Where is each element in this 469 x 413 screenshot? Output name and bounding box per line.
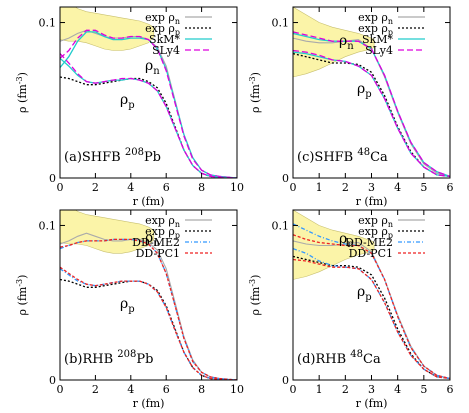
panel-label: (a)SHFB 208Pb	[64, 147, 161, 165]
rho-p-annotation: ρp	[357, 284, 372, 303]
legend-label: exp ρn	[358, 11, 393, 26]
x-tick-label: 8	[198, 383, 205, 396]
rho-p-annotation: ρp	[357, 81, 372, 100]
y-tick-label: 0.1	[39, 219, 57, 232]
x-tick-label: 0	[290, 383, 297, 396]
x-tick-label: 0	[57, 181, 64, 194]
legend-label: exp ρp	[358, 22, 393, 37]
series-line-5	[60, 268, 237, 380]
x-tick-label: 2	[342, 181, 349, 194]
legend-label: exp ρn	[145, 11, 180, 26]
plot-frame	[59, 6, 238, 179]
series-line-2	[293, 52, 450, 178]
legend-label: SkM*	[362, 33, 393, 46]
panel-label: (d)RHB 48Ca	[297, 349, 381, 367]
y-tick-label: 0	[49, 374, 56, 387]
rho-p-annotation: ρp	[120, 296, 135, 315]
series-line-3	[60, 238, 237, 380]
series-line-4	[60, 29, 237, 178]
legend-label: DD-PC1	[136, 247, 180, 260]
x-tick-label: 6	[163, 181, 170, 194]
x-tick-label: 5	[420, 181, 427, 194]
y-axis-label: ρ (fm-3)	[15, 275, 29, 316]
legend-label: DD-ME2	[132, 236, 180, 249]
legend-label: SLy4	[152, 44, 180, 57]
y-tick-label: 0.1	[272, 17, 290, 30]
y-tick-label: 0	[282, 172, 289, 185]
plot-frame	[59, 209, 238, 381]
legend-label: exp ρn	[145, 214, 180, 229]
x-tick-label: 0	[290, 181, 297, 194]
rho-n-annotation: ρn	[145, 58, 160, 77]
legend-label: exp ρp	[358, 225, 393, 240]
x-tick-label: 4	[127, 181, 134, 194]
y-tick-label: 0	[49, 172, 56, 185]
series-line-6	[60, 53, 237, 178]
legend-label: exp ρp	[145, 22, 180, 37]
uncertainty-band	[60, 7, 155, 51]
uncertainty-band	[60, 210, 155, 254]
y-axis-label: ρ (fm-3)	[248, 72, 262, 113]
y-axis-label: ρ (fm-3)	[248, 275, 262, 316]
series-line-6	[293, 258, 450, 380]
legend-label: DD-ME2	[345, 236, 393, 249]
x-tick-label: 1	[316, 181, 323, 194]
x-axis-label: r (fm)	[133, 397, 165, 410]
x-tick-label: 5	[420, 383, 427, 396]
x-tick-label: 3	[368, 181, 375, 194]
x-tick-label: 3	[368, 383, 375, 396]
rho-p-annotation: ρp	[120, 92, 135, 111]
x-tick-label: 6	[163, 383, 170, 396]
x-tick-label: 10	[230, 181, 244, 194]
rho-n-annotation: ρn	[339, 33, 354, 52]
rho-n-annotation: ρn	[145, 230, 160, 249]
x-tick-label: 0	[57, 383, 64, 396]
x-tick-label: 4	[394, 383, 401, 396]
x-tick-label: 10	[230, 383, 244, 396]
x-axis-label: r (fm)	[356, 397, 388, 410]
x-tick-label: 2	[342, 383, 349, 396]
legend-label: SLy4	[365, 44, 393, 57]
y-tick-label: 0	[282, 374, 289, 387]
x-tick-label: 4	[394, 181, 401, 194]
legend-label: DD-PC1	[349, 247, 393, 260]
series-line-4	[293, 234, 450, 380]
legend-label: SkM*	[149, 33, 180, 46]
x-axis-label: r (fm)	[356, 195, 388, 208]
y-tick-label: 0.1	[39, 17, 57, 30]
y-axis-label: ρ (fm-3)	[15, 72, 29, 113]
panel-label: (b)RHB 208Pb	[64, 349, 153, 367]
x-tick-label: 1	[316, 383, 323, 396]
panel-label: (c)SHFB 48Ca	[297, 147, 388, 165]
series-line-4	[60, 238, 237, 380]
series-line-6	[293, 49, 450, 178]
legend-label: exp ρp	[145, 225, 180, 240]
x-tick-label: 4	[127, 383, 134, 396]
series-line-4	[293, 31, 450, 178]
x-axis-label: r (fm)	[133, 195, 165, 208]
series-line-2	[293, 255, 450, 380]
y-tick-label: 0.1	[272, 219, 290, 232]
x-tick-label: 6	[447, 181, 454, 194]
rho-n-annotation: ρn	[339, 231, 354, 250]
x-tick-label: 6	[447, 383, 454, 396]
uncertainty-band	[293, 7, 375, 78]
x-tick-label: 2	[92, 383, 99, 396]
x-tick-label: 2	[92, 181, 99, 194]
x-tick-label: 8	[198, 181, 205, 194]
legend-label: exp ρn	[358, 214, 393, 229]
